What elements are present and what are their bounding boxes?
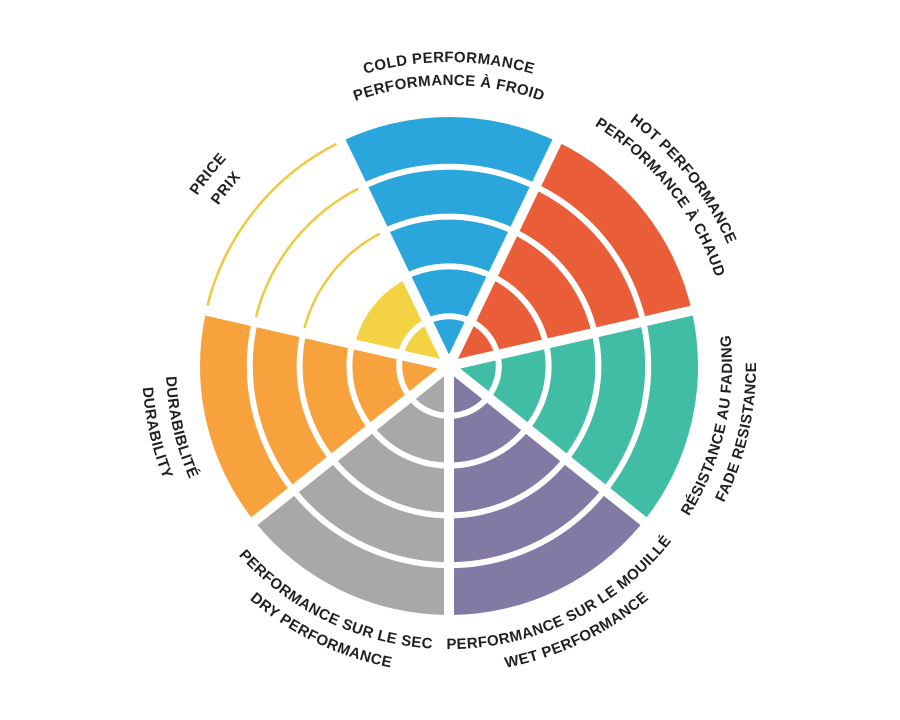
price-empty-ring-outline-4: [253, 185, 364, 322]
label-cold-fr: PERFORMANCE À FROID: [351, 72, 547, 105]
sector-divider-0: [444, 131, 566, 369]
sector-fade-wedge: [449, 310, 699, 522]
sector-divider-1: [447, 303, 702, 371]
sector-divider-4: [244, 362, 453, 531]
sector-divider-5: [196, 303, 451, 371]
price-empty-ring-outline-5: [205, 140, 342, 311]
sector-divider-6: [332, 131, 454, 369]
sector-divider-2: [445, 362, 654, 531]
sector-wet-wedge: [449, 366, 644, 615]
sector-hot-wedge: [449, 141, 692, 366]
label-cold-fr-text: PERFORMANCE À FROID: [351, 72, 546, 105]
price-empty-ring-outline-3: [302, 230, 385, 334]
sector-dry-wedge: [254, 366, 449, 615]
sector-cold-wedge: [340, 116, 558, 366]
sector-durability-wedge: [199, 310, 449, 522]
